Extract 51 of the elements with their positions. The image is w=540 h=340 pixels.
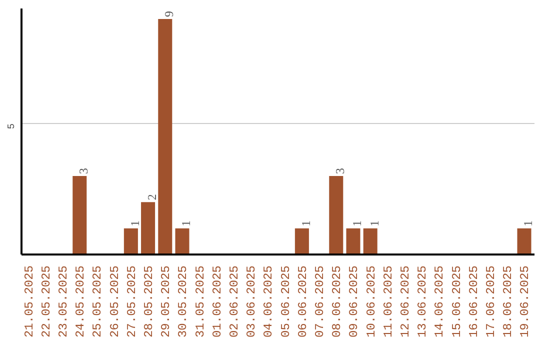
bar bbox=[141, 202, 156, 254]
bar bbox=[517, 228, 532, 254]
bar bbox=[363, 228, 378, 254]
x-tick-label: 09.06.2025 bbox=[347, 265, 362, 338]
x-tick-label: 19.06.2025 bbox=[518, 265, 532, 338]
bar bbox=[294, 228, 309, 254]
x-tick-label: 27.05.2025 bbox=[124, 265, 139, 338]
x-tick-label: 06.06.2025 bbox=[296, 265, 310, 338]
bar bbox=[329, 176, 344, 254]
x-tick-label: 16.06.2025 bbox=[466, 265, 481, 338]
data-label: 3 bbox=[76, 168, 91, 174]
x-tick-label: 25.05.2025 bbox=[90, 265, 105, 338]
bar bbox=[346, 228, 360, 254]
x-tick-label: 23.05.2025 bbox=[56, 265, 71, 338]
bar bbox=[158, 18, 172, 254]
x-tick-label: 18.06.2025 bbox=[501, 265, 516, 338]
y-tick-label: 5 bbox=[6, 124, 16, 129]
data-label: 1 bbox=[367, 220, 382, 226]
x-tick-label: 17.06.2025 bbox=[484, 265, 498, 338]
x-tick-label: 15.06.2025 bbox=[450, 265, 464, 338]
x-tick-label: 24.05.2025 bbox=[74, 265, 88, 338]
x-tick-label: 03.06.2025 bbox=[244, 265, 259, 338]
x-tick-label: 13.06.2025 bbox=[416, 265, 430, 338]
x-tick-label: 05.06.2025 bbox=[278, 265, 293, 338]
x-tick-label: 29.05.2025 bbox=[159, 265, 174, 338]
data-label: 1 bbox=[298, 220, 313, 226]
x-tick-label: 21.05.2025 bbox=[22, 265, 36, 338]
bar bbox=[175, 228, 190, 254]
bar bbox=[124, 228, 138, 254]
x-tick-label: 28.05.2025 bbox=[142, 265, 156, 338]
x-tick-label: 26.05.2025 bbox=[108, 265, 122, 338]
x-tick-label: 01.06.2025 bbox=[210, 265, 224, 338]
data-label: 9 bbox=[162, 10, 176, 17]
x-tick-label: 11.06.2025 bbox=[381, 265, 396, 338]
data-label: 1 bbox=[350, 220, 364, 226]
x-tick-label: 30.05.2025 bbox=[176, 265, 190, 338]
data-label: 2 bbox=[145, 194, 160, 200]
data-label: 1 bbox=[128, 220, 142, 226]
data-label: 1 bbox=[521, 220, 536, 226]
x-tick-label: 22.05.2025 bbox=[39, 265, 54, 338]
data-label: 1 bbox=[179, 220, 194, 226]
x-tick-label: 14.06.2025 bbox=[432, 265, 447, 338]
x-tick-label: 10.06.2025 bbox=[364, 265, 378, 338]
bar bbox=[72, 176, 87, 254]
data-label: 3 bbox=[333, 168, 348, 174]
x-tick-label: 08.06.2025 bbox=[330, 265, 344, 338]
x-tick-label: 04.06.2025 bbox=[262, 265, 276, 338]
x-tick-label: 02.06.2025 bbox=[228, 265, 242, 338]
x-tick-label: 12.06.2025 bbox=[398, 265, 413, 338]
x-tick-label: 31.05.2025 bbox=[193, 265, 208, 338]
x-tick-label: 07.06.2025 bbox=[313, 265, 328, 338]
